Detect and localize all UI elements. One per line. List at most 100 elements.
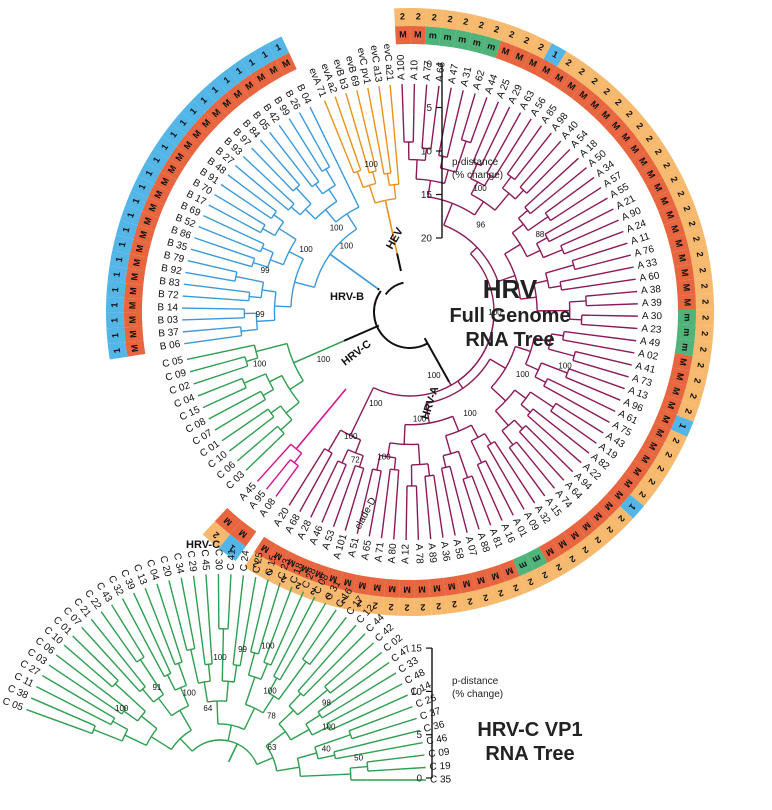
main-bootstrap-label: 99 bbox=[256, 310, 265, 319]
hrv-a-ring-outer-code: 2 bbox=[467, 596, 474, 607]
hrv-a-ring-inner-segment bbox=[353, 574, 372, 595]
hrv-a-ring-inner-code: M bbox=[666, 400, 678, 410]
hrv-c-internal-branch bbox=[259, 408, 269, 416]
hrv-a-internal-branch bbox=[341, 464, 347, 476]
vp1-internal-arc bbox=[302, 658, 311, 665]
hrv-a-leaf-branch bbox=[474, 485, 492, 526]
hrv-a-ring-inner-code: M bbox=[660, 414, 672, 425]
vp1-internal-arc bbox=[111, 679, 119, 688]
hrv-a-internal-branch bbox=[572, 359, 583, 364]
hrv-a-internal-branch bbox=[469, 163, 478, 179]
hrv-a-ring-outer-segment bbox=[441, 9, 460, 30]
hrv-a-leaf-branch bbox=[522, 449, 556, 489]
hrv-b-ring-outer-segment bbox=[192, 88, 216, 113]
hrv-a-ring-inner-segment bbox=[672, 353, 693, 372]
hrv-a-internal-arc bbox=[544, 272, 550, 289]
hrv-a-ring-inner-code: M bbox=[652, 182, 664, 193]
hrv-a-ring-inner-code: M bbox=[403, 585, 411, 595]
hrv-a-internal-arc bbox=[544, 233, 550, 242]
hrv-a-ring-inner-segment bbox=[658, 204, 681, 226]
hrv-b-ring-inner-code: M bbox=[127, 302, 137, 310]
hrv-a-ring-inner-segment bbox=[646, 176, 669, 199]
hrv-a-internal-branch bbox=[470, 181, 479, 195]
hrv-a-ring-outer-code: 2 bbox=[325, 591, 333, 602]
vp1-internal-branch bbox=[348, 718, 379, 732]
vp1-leaf-branch bbox=[144, 587, 171, 652]
vp1-internal-branch bbox=[276, 766, 300, 772]
hrv-b-leaf-branch bbox=[194, 237, 240, 254]
hrv-a-ring-inner-segment bbox=[309, 562, 330, 585]
hrv-a-ring-inner-code: M bbox=[504, 565, 515, 577]
hrv-a-ring-inner-segment bbox=[676, 324, 696, 341]
vp1-leaf-label: C 15 bbox=[264, 554, 280, 578]
vp1-leaf-branch bbox=[241, 577, 257, 653]
hrv-a-ring-outer-segment bbox=[349, 592, 369, 613]
vp1-tree-title: HRV-C VP1 RNA Tree bbox=[477, 719, 582, 765]
hrv-b-internal-branch bbox=[290, 206, 301, 216]
vp1-internal-branch bbox=[129, 680, 141, 692]
vp1-leaf-branch bbox=[338, 683, 403, 718]
hrv-a-leaf-branch bbox=[571, 278, 636, 290]
hrv-a-ring-outer-code: 2 bbox=[279, 574, 288, 585]
hrv-a-ring-outer-code: 2 bbox=[451, 599, 457, 610]
hrv-a-internal-branch bbox=[513, 419, 524, 430]
vp1-internal-branch bbox=[177, 663, 188, 686]
hrv-a-ring-outer-segment bbox=[244, 551, 268, 576]
hrv-b-internal-branch bbox=[239, 290, 250, 294]
hrv-a-ring-inner-code: M bbox=[476, 575, 486, 587]
hrv-a-internal-arc bbox=[324, 448, 333, 454]
vp1-internal-branch bbox=[333, 747, 348, 753]
vp1-tree-branches bbox=[26, 574, 426, 781]
main-bootstrap-label: 100 bbox=[330, 223, 344, 232]
vp1-internal-branch bbox=[96, 685, 127, 709]
hev-leaf-label: evC a13 bbox=[368, 45, 384, 84]
main-bootstrap-label: 99 bbox=[261, 266, 270, 275]
hrv-a-ring-outer-segment bbox=[654, 154, 678, 177]
hrv-a-internal-branch bbox=[560, 240, 571, 247]
hrv-b-internal-arc bbox=[234, 271, 238, 282]
hrv-a-ring-outer-segment bbox=[529, 35, 553, 60]
hrv-b-internal-branch bbox=[325, 209, 337, 223]
vp1-leaf-branch bbox=[253, 579, 269, 639]
hrv-c-internal-arc bbox=[244, 356, 249, 367]
hrv-a-ring-inner-code: M bbox=[399, 29, 407, 39]
hrv-a-internal-branch bbox=[501, 430, 514, 446]
vp1-bootstrap-label: 64 bbox=[203, 704, 212, 713]
hrv-a-internal-branch bbox=[544, 199, 564, 214]
hrv-a-ring-outer-code: 2 bbox=[593, 535, 603, 546]
hrv-a-internal-branch bbox=[527, 216, 549, 232]
hrv-b-ring-inner-code: M bbox=[173, 151, 185, 163]
hrv-b-internal-arc bbox=[260, 224, 266, 233]
vp1-leaf-branch bbox=[364, 694, 408, 716]
main-bootstrap-label: 100 bbox=[344, 432, 358, 441]
vp1-internal-branch bbox=[203, 681, 209, 703]
hrv-a-internal-branch bbox=[493, 161, 505, 179]
clade-d-ring-inner-segment bbox=[230, 520, 257, 547]
clade-d-internal-branch bbox=[293, 452, 303, 464]
hrv-a-leaf-branch bbox=[443, 481, 456, 536]
vp1-bootstrap-label: 91 bbox=[152, 683, 161, 692]
vp1-internal-branch bbox=[233, 665, 238, 683]
hrv-b-ring-outer-code: 1 bbox=[210, 84, 220, 95]
hrv-a-ring-inner-code: M bbox=[682, 299, 692, 307]
hrv-a-internal-branch bbox=[545, 264, 574, 274]
hrv-a-internal-branch bbox=[532, 408, 562, 432]
hrv-a-ring-inner-segment bbox=[648, 422, 671, 444]
main-bootstrap-label: 100 bbox=[516, 370, 530, 379]
clade-label-hrv-b: HRV-B bbox=[330, 291, 364, 303]
hrv-a-internal-arc bbox=[440, 167, 457, 173]
vp1-scale-tick-label: 0 bbox=[416, 774, 422, 785]
hrv-a-ring-inner-code: M bbox=[259, 543, 271, 555]
hrv-a-ring-inner-segment bbox=[652, 190, 676, 212]
hrv-c-internal-branch bbox=[235, 387, 247, 394]
main-title-line-2: Full Genome bbox=[449, 305, 570, 327]
hrv-b-ring-inner-segment bbox=[238, 74, 261, 98]
hrv-a-internal-branch bbox=[457, 380, 464, 389]
vp1-leaf-branch bbox=[309, 624, 357, 679]
hrv-a-internal-branch bbox=[551, 333, 564, 337]
main-scale-title-1: p-distance bbox=[452, 157, 499, 168]
hrv-b-internal-branch bbox=[288, 251, 304, 260]
hrv-b-ring-inner-segment bbox=[124, 326, 144, 343]
clade-d-ring-outer-segment bbox=[202, 521, 231, 549]
hrv-b-ring-inner-code: M bbox=[159, 176, 171, 187]
